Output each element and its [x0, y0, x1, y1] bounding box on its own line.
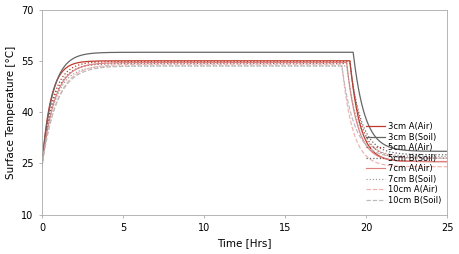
10cm A(Air) — [39, 165, 45, 168]
5cm B(Soil) — [331, 62, 336, 65]
3cm B(Soil) — [339, 51, 345, 54]
10cm B(Soil) — [437, 157, 442, 160]
3cm B(Soil) — [437, 150, 442, 153]
7cm A(Air) — [39, 165, 45, 168]
3cm A(Air) — [109, 59, 115, 62]
10cm B(Soil) — [85, 69, 91, 72]
7cm B(Soil) — [195, 65, 200, 68]
Line: 10cm B(Soil): 10cm B(Soil) — [42, 66, 447, 167]
5cm B(Soil) — [195, 62, 200, 65]
5cm A(Air) — [195, 60, 200, 63]
3cm A(Air) — [195, 59, 200, 62]
7cm B(Soil) — [109, 65, 115, 68]
7cm A(Air) — [109, 61, 115, 65]
10cm A(Air) — [331, 63, 336, 66]
5cm B(Soil) — [85, 64, 91, 67]
3cm A(Air) — [85, 60, 91, 63]
5cm B(Soil) — [109, 62, 115, 65]
10cm B(Soil) — [109, 65, 115, 68]
3cm B(Soil) — [195, 51, 200, 54]
5cm B(Soil) — [39, 165, 45, 168]
5cm A(Air) — [85, 61, 91, 65]
7cm B(Soil) — [437, 155, 442, 158]
10cm B(Soil) — [212, 65, 218, 68]
7cm A(Air) — [444, 160, 450, 163]
Line: 10cm A(Air): 10cm A(Air) — [42, 64, 447, 167]
7cm A(Air) — [393, 159, 398, 162]
5cm B(Soil) — [444, 153, 450, 156]
10cm A(Air) — [393, 165, 398, 168]
7cm B(Soil) — [444, 155, 450, 158]
3cm A(Air) — [444, 160, 450, 163]
10cm A(Air) — [444, 165, 450, 168]
3cm B(Soil) — [109, 51, 115, 54]
3cm B(Soil) — [212, 51, 218, 54]
5cm A(Air) — [331, 60, 336, 63]
7cm A(Air) — [195, 61, 200, 64]
5cm A(Air) — [109, 60, 115, 63]
Legend: 3cm A(Air), 3cm B(Soil), 5cm A(Air), 5cm B(Soil), 7cm A(Air), 7cm B(Soil), 10cm : 3cm A(Air), 3cm B(Soil), 5cm A(Air), 5cm… — [364, 120, 443, 206]
Line: 5cm B(Soil): 5cm B(Soil) — [42, 64, 447, 167]
3cm A(Air) — [331, 59, 336, 62]
10cm B(Soil) — [39, 165, 45, 168]
10cm B(Soil) — [331, 65, 336, 68]
3cm A(Air) — [212, 59, 218, 62]
5cm B(Soil) — [393, 151, 398, 154]
3cm B(Soil) — [85, 52, 91, 55]
10cm A(Air) — [212, 63, 218, 66]
Line: 7cm A(Air): 7cm A(Air) — [42, 62, 447, 167]
10cm B(Soil) — [195, 65, 200, 68]
10cm A(Air) — [109, 64, 115, 67]
7cm A(Air) — [85, 64, 91, 67]
7cm A(Air) — [212, 61, 218, 64]
5cm A(Air) — [437, 157, 442, 160]
Line: 7cm B(Soil): 7cm B(Soil) — [42, 66, 447, 167]
3cm A(Air) — [437, 160, 442, 163]
3cm B(Soil) — [393, 147, 398, 150]
5cm B(Soil) — [437, 153, 442, 156]
5cm A(Air) — [393, 155, 398, 158]
7cm B(Soil) — [85, 67, 91, 70]
7cm B(Soil) — [212, 65, 218, 68]
3cm A(Air) — [393, 159, 398, 162]
3cm B(Soil) — [444, 150, 450, 153]
Line: 3cm B(Soil): 3cm B(Soil) — [42, 52, 447, 165]
7cm B(Soil) — [39, 165, 45, 168]
10cm A(Air) — [85, 67, 91, 70]
10cm A(Air) — [195, 63, 200, 66]
3cm A(Air) — [39, 164, 45, 167]
10cm A(Air) — [437, 165, 442, 168]
Line: 5cm A(Air): 5cm A(Air) — [42, 61, 447, 167]
7cm A(Air) — [437, 160, 442, 163]
5cm A(Air) — [212, 60, 218, 63]
5cm B(Soil) — [212, 62, 218, 65]
10cm B(Soil) — [393, 155, 398, 158]
10cm B(Soil) — [444, 157, 450, 160]
7cm B(Soil) — [393, 154, 398, 157]
Y-axis label: Surface Temperature [°C]: Surface Temperature [°C] — [6, 45, 16, 179]
5cm A(Air) — [444, 157, 450, 160]
X-axis label: Time [Hrs]: Time [Hrs] — [217, 239, 272, 248]
Line: 3cm A(Air): 3cm A(Air) — [42, 61, 447, 165]
7cm A(Air) — [331, 61, 336, 64]
5cm A(Air) — [39, 165, 45, 168]
7cm B(Soil) — [331, 65, 336, 68]
3cm B(Soil) — [39, 164, 45, 167]
